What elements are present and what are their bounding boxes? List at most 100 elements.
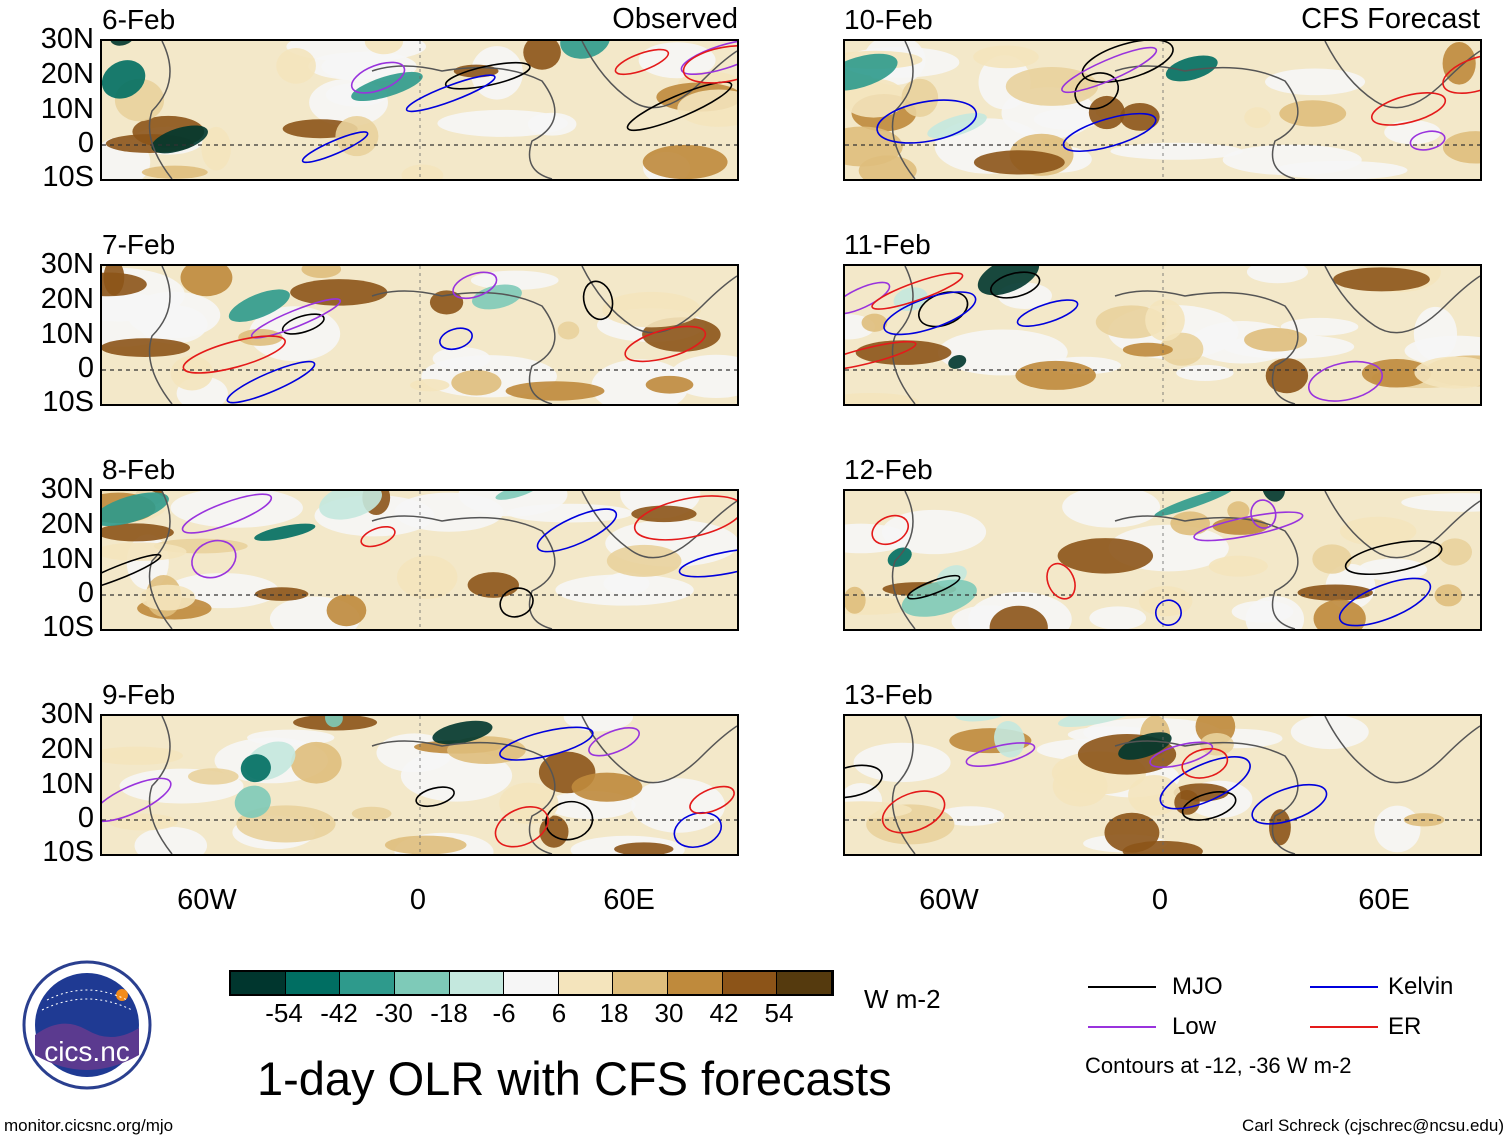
map-feature — [151, 125, 208, 154]
map-feature — [1244, 327, 1308, 352]
map-feature — [301, 131, 369, 164]
map-feature — [1114, 65, 1299, 179]
lon-label: 60W — [177, 884, 237, 916]
map-feature — [1088, 95, 1125, 130]
map-feature — [631, 505, 697, 523]
map-feature — [901, 78, 939, 117]
map-feature — [881, 790, 946, 834]
map-panel-forecast-4 — [843, 714, 1482, 856]
map-feature — [1119, 102, 1160, 131]
map-feature — [371, 290, 556, 404]
map-feature — [1244, 107, 1271, 129]
map-feature — [1409, 130, 1446, 151]
map-feature — [1176, 364, 1234, 381]
colorbar-swatch — [449, 972, 505, 994]
lat-label: 20N — [40, 733, 94, 765]
map-feature — [351, 71, 423, 102]
colorbar-tick-label: -42 — [320, 998, 358, 1028]
map-feature — [523, 41, 561, 70]
map-feature — [1279, 100, 1347, 127]
map-feature — [1297, 584, 1373, 601]
map-feature — [1061, 46, 1158, 94]
map-feature — [677, 89, 737, 127]
lon-label: 60E — [1358, 884, 1410, 916]
legend-label-kelvin: Kelvin — [1388, 973, 1454, 1000]
map-feature — [1057, 538, 1154, 574]
map-feature — [689, 785, 735, 815]
map-feature — [557, 321, 580, 340]
map-feature — [1361, 358, 1432, 388]
map-feature — [1159, 332, 1204, 366]
map-feature — [845, 53, 898, 91]
colorbar — [229, 970, 834, 996]
map-feature — [614, 842, 674, 854]
map-feature — [439, 327, 473, 351]
lat-label: 10S — [42, 161, 94, 193]
colorbar-tick-label: -30 — [375, 998, 413, 1028]
map-feature — [581, 716, 737, 784]
lat-label: 0 — [77, 352, 94, 384]
panel-date: 6-Feb — [102, 4, 176, 35]
map-feature — [452, 271, 498, 300]
map-feature — [102, 272, 147, 297]
map-feature — [301, 266, 342, 278]
map-feature — [187, 768, 239, 785]
legend-note: Contours at -12, -36 W m-2 — [1085, 1053, 1352, 1078]
map-feature — [191, 539, 237, 579]
colorbar-swatch — [340, 972, 395, 994]
panel-date: 13-Feb — [844, 679, 933, 710]
map-feature — [1357, 558, 1428, 581]
map-feature — [581, 266, 737, 334]
map-feature — [134, 826, 208, 854]
colorbar-tick-label: -18 — [430, 998, 468, 1028]
map-feature — [1154, 491, 1234, 517]
map-feature — [1170, 511, 1211, 536]
map-feature — [319, 491, 382, 520]
map-feature — [1074, 72, 1120, 110]
colorbar-tick-label: -6 — [492, 998, 516, 1028]
map-feature — [325, 716, 343, 728]
map-feature — [1262, 491, 1286, 502]
map-feature — [1442, 42, 1476, 85]
map-feature — [326, 594, 367, 627]
map-feature — [451, 370, 502, 396]
map-feature — [845, 764, 883, 799]
map-feature — [680, 41, 737, 76]
map-feature — [351, 806, 392, 821]
map-feature — [1324, 716, 1480, 784]
map-feature — [1052, 765, 1108, 807]
map-feature — [631, 778, 726, 833]
map-feature — [1114, 515, 1299, 629]
map-feature — [1145, 299, 1185, 342]
lat-label: 10N — [40, 318, 94, 350]
lat-label: 10S — [42, 611, 94, 643]
map-panel-forecast-1 — [843, 39, 1482, 181]
map-feature — [845, 392, 919, 404]
map-feature — [571, 772, 643, 802]
map-feature — [226, 360, 316, 404]
map-feature — [638, 42, 716, 79]
map-feature — [1062, 491, 1161, 528]
legend-label-er: ER — [1388, 1013, 1422, 1040]
legend-label-mjo: MJO — [1172, 973, 1223, 1000]
panel-date: 8-Feb — [102, 454, 176, 485]
map-feature — [148, 491, 173, 629]
map-feature — [642, 144, 728, 179]
lat-label: 10N — [40, 768, 94, 800]
legend-swatch-mjo — [1088, 986, 1156, 988]
map-feature — [973, 150, 1065, 175]
lat-label: 10N — [40, 543, 94, 575]
map-feature — [141, 165, 208, 179]
map-feature — [1245, 596, 1305, 629]
map-feature — [102, 338, 191, 357]
map-feature — [1324, 266, 1480, 334]
map-feature — [102, 60, 146, 99]
lat-label: 30N — [40, 23, 94, 55]
map-feature — [1165, 55, 1218, 82]
map-feature — [170, 491, 303, 528]
footer-url: monitor.cicsnc.org/mjo — [4, 1116, 174, 1135]
map-feature — [1437, 538, 1473, 566]
figure-title: 1-day OLR with CFS forecasts — [257, 1052, 892, 1105]
map-feature — [254, 587, 309, 601]
map-feature — [371, 65, 556, 179]
